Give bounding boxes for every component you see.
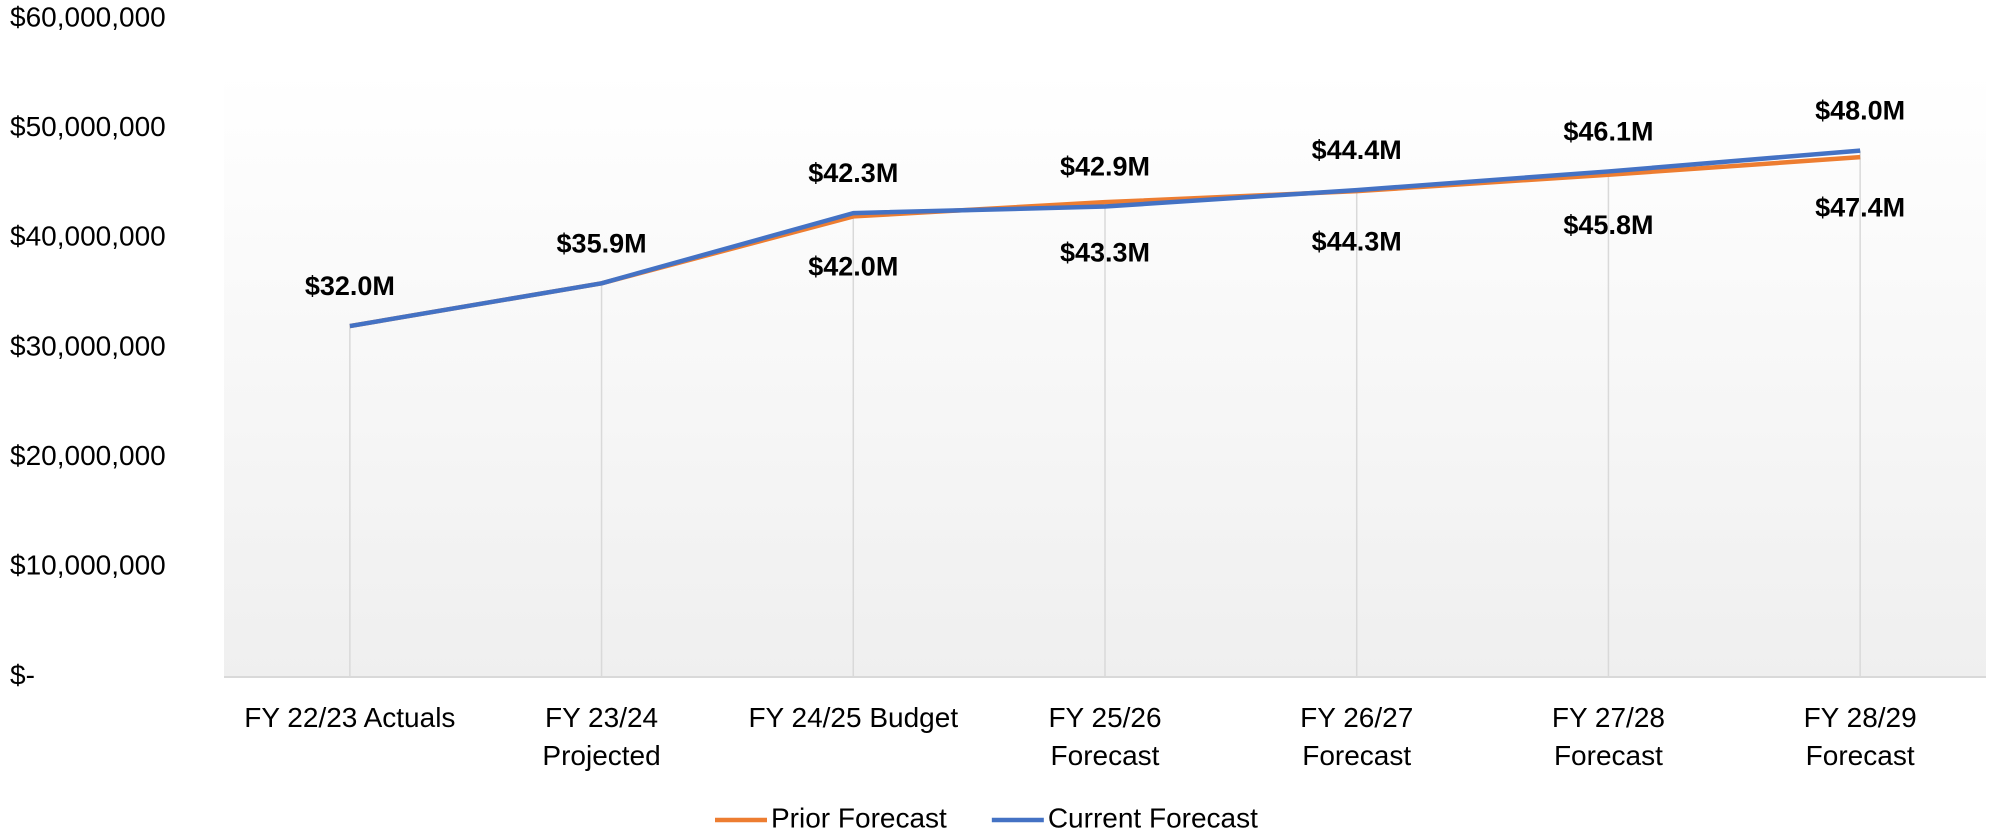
x-tick-label: FY 26/27 Forecast <box>1300 702 1414 771</box>
y-tick-label: $30,000,000 <box>10 330 166 361</box>
y-tick-label: $- <box>10 659 35 690</box>
legend-label: Prior Forecast <box>771 802 947 833</box>
data-label: $42.9M <box>1060 152 1150 182</box>
data-label: $35.9M <box>557 228 647 258</box>
data-label: $43.3M <box>1060 237 1150 267</box>
y-tick-label: $60,000,000 <box>10 1 166 32</box>
series-line <box>349 148 1861 329</box>
data-label: $47.4M <box>1815 192 1905 222</box>
data-label: $42.0M <box>808 252 898 282</box>
x-tick-label: FY 27/28 Forecast <box>1551 702 1665 771</box>
data-label: $48.0M <box>1815 96 1905 126</box>
y-tick-label: $20,000,000 <box>10 440 166 471</box>
data-label: $44.4M <box>1312 135 1402 165</box>
y-tick-label: $10,000,000 <box>10 550 166 581</box>
x-tick-label: FY 23/24 Projected <box>542 702 661 771</box>
x-tick-label: FY 28/29 Forecast <box>1803 702 1917 771</box>
x-tick-label: FY 24/25 Budget <box>748 702 959 733</box>
data-label: $46.1M <box>1563 117 1653 147</box>
x-tick-label: FY 22/23 Actuals <box>244 702 456 733</box>
y-tick-label: $40,000,000 <box>10 221 166 252</box>
y-tick-label: $50,000,000 <box>10 111 166 142</box>
data-label: $42.3M <box>808 158 898 188</box>
legend-label: Current Forecast <box>1048 802 1258 833</box>
data-label: $32.0M <box>305 271 395 301</box>
x-tick-label: FY 25/26 Forecast <box>1048 702 1162 771</box>
data-label: $45.8M <box>1563 210 1653 240</box>
data-label: $44.3M <box>1312 226 1402 256</box>
